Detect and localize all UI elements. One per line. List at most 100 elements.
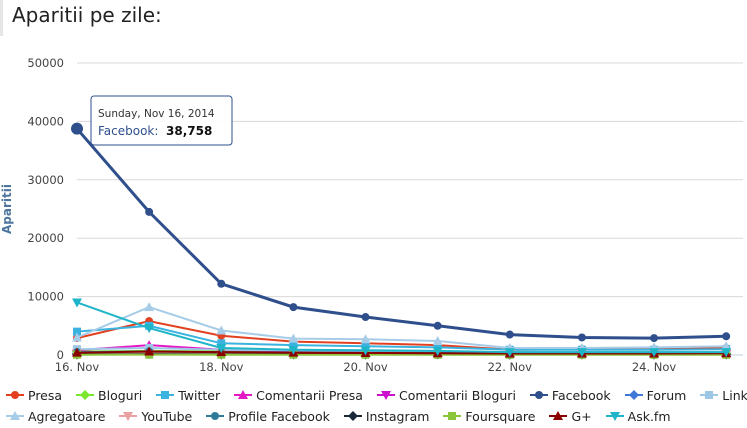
data-point: [360, 346, 371, 356]
tooltip-series: Facebook:: [98, 124, 158, 138]
legend-symbol-icon: [234, 390, 253, 399]
legend-marker: [448, 412, 457, 420]
data-point: [721, 348, 732, 358]
data-point: [289, 341, 298, 350]
data-point: [72, 332, 82, 342]
legend-item-bloguri[interactable]: Bloguri: [76, 388, 142, 403]
legend-item-foursquare[interactable]: Foursquare: [443, 409, 535, 424]
tooltip-date: Sunday, Nov 16, 2014: [98, 108, 215, 120]
legend-item-ask-fm[interactable]: Ask.fm: [605, 408, 671, 424]
legend-item-g-[interactable]: G+: [549, 408, 592, 424]
data-point: [289, 303, 298, 312]
page-title: Aparitii pe zile:: [12, 3, 162, 27]
legend-label: Comentarii Bloguri: [398, 387, 516, 403]
legend-item-comentarii-bloguri[interactable]: Comentarii Bloguri: [376, 387, 516, 403]
legend-symbol-icon: [156, 391, 175, 399]
legend-marker: [380, 391, 391, 400]
data-point: [576, 348, 587, 358]
legend-symbol-icon: [6, 391, 24, 399]
data-point: [73, 327, 81, 336]
legend-marker: [628, 390, 639, 400]
data-point: [72, 347, 82, 357]
y-tick-label: 20000: [27, 231, 64, 245]
line-chart: 0 10000 20000 30000 40000 50000 Aparitii 16. No…: [0, 56, 743, 374]
data-point: [72, 298, 82, 308]
legend-label: Ask.fm: [627, 408, 671, 424]
legend-symbol-icon: [443, 412, 462, 420]
y-tick-label: 30000: [27, 173, 64, 187]
legend-item-instagram[interactable]: Instagram: [343, 408, 430, 424]
data-point: [504, 348, 515, 358]
legend-row: Agregatoare YouTube Profile Facebook Instag…: [6, 407, 746, 425]
legend-marker: [553, 411, 564, 420]
series-line: [76, 350, 727, 355]
data-point: [432, 346, 443, 356]
data-point: [577, 333, 586, 342]
legend-label: G+: [571, 408, 592, 424]
data-point: [71, 122, 83, 135]
x-tick-label: 24. Nov: [632, 360, 677, 374]
legend-label: Profile Facebook: [228, 408, 330, 424]
data-point: [649, 348, 660, 358]
data-point: [650, 334, 659, 343]
data-point: [505, 330, 514, 339]
data-point: [722, 332, 731, 341]
data-point: [361, 342, 370, 351]
x-tick-label: 22. Nov: [488, 360, 533, 374]
legend-label: Foursquare: [465, 408, 536, 424]
data-point: [217, 279, 226, 288]
legend-label: Presa: [28, 387, 63, 403]
data-point: [144, 302, 155, 312]
legend-label: Facebook: [551, 387, 611, 403]
legend-item-agregatoare[interactable]: Agregatoare: [6, 409, 105, 424]
data-point: [216, 343, 227, 353]
data-point: [144, 346, 155, 356]
data-point: [145, 207, 154, 216]
data-point: [361, 313, 370, 322]
data-point: [144, 324, 155, 334]
legend-marker: [534, 391, 543, 399]
legend-marker: [10, 411, 20, 420]
series-line: [75, 127, 727, 340]
legend-marker: [123, 412, 134, 421]
legend-marker: [80, 390, 91, 400]
tooltip: Sunday, Nov 16, 2014 Facebook: 38,758: [90, 95, 233, 146]
legend-symbol-icon: [206, 412, 225, 420]
legend-item-twitter[interactable]: Twitter: [156, 388, 220, 403]
x-tick-label: 16. Nov: [55, 360, 100, 374]
data-point: [288, 333, 299, 343]
legend-item-forum[interactable]: Forum: [624, 387, 687, 403]
series-facebook: [71, 122, 731, 343]
legend-symbol-icon: [549, 411, 568, 420]
legend-item-linkedin[interactable]: Linkedin: [700, 388, 747, 403]
legend-label: Forum: [646, 387, 687, 403]
data-point: [288, 345, 299, 355]
tooltip-value: 38,758: [166, 124, 212, 138]
legend-marker: [705, 391, 714, 399]
y-tick-label: 10000: [27, 290, 64, 304]
y-tick-label: 40000: [27, 114, 64, 128]
legend-item-comentarii-presa[interactable]: Comentarii Presa: [234, 388, 363, 403]
legend-label: Instagram: [365, 408, 430, 424]
legend-label: Agregatoare: [28, 408, 106, 424]
y-axis-label: Aparitii: [0, 184, 14, 234]
legend-symbol-icon: [700, 391, 719, 399]
legend-item-presa[interactable]: Presa: [6, 388, 62, 403]
legend-symbol-icon: [605, 412, 624, 421]
data-point: [432, 335, 443, 345]
legend-label: YouTube: [141, 408, 193, 424]
legend-symbol-icon: [6, 411, 24, 420]
legend-symbol-icon: [624, 390, 643, 400]
legend-item-youtube[interactable]: YouTube: [119, 409, 192, 424]
legend-item-profile-facebook[interactable]: Profile Facebook: [206, 409, 330, 424]
chart-legend: Presa Bloguri Twitter Comentarii Presa Comen…: [6, 386, 747, 428]
x-tick-label: 18. Nov: [199, 360, 244, 374]
y-tick-label: 50000: [27, 56, 64, 70]
data-point: [433, 321, 442, 330]
legend-item-facebook[interactable]: Facebook: [529, 387, 611, 403]
x-tick-label: 20. Nov: [343, 360, 388, 374]
series-line: [76, 301, 727, 354]
legend-label: Bloguri: [98, 387, 143, 403]
series-line: [76, 306, 727, 349]
data-point: [360, 334, 371, 344]
